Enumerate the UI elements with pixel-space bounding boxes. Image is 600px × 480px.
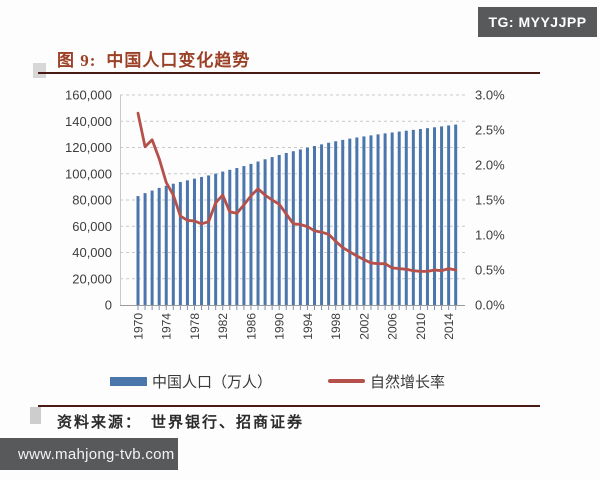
population-bar: [390, 132, 394, 305]
population-bar: [221, 171, 225, 305]
population-bar: [200, 176, 204, 305]
population-bar: [150, 190, 154, 305]
population-bar: [185, 180, 189, 305]
x-axis-tick-label: 1990: [273, 313, 287, 340]
population-bar: [433, 127, 437, 305]
population-bar: [136, 196, 140, 305]
population-bar: [327, 142, 331, 305]
population-bar: [171, 183, 175, 305]
x-axis-tick-label: 2002: [357, 313, 371, 340]
right-axis-tick-label: 0.5%: [475, 263, 505, 278]
left-axis-tick-label: 20,000: [72, 271, 112, 286]
x-axis-tick-label: 1994: [301, 313, 315, 340]
x-axis-tick-label: 2014: [442, 313, 456, 340]
left-axis-tick-label: 80,000: [72, 193, 112, 208]
population-bar: [320, 144, 324, 305]
population-bar: [334, 141, 338, 305]
population-bar: [249, 163, 253, 305]
population-bar: [284, 152, 288, 305]
right-axis-tick-label: 2.5%: [475, 123, 505, 138]
population-bar: [256, 161, 260, 305]
x-axis-tick-label: 1986: [245, 313, 259, 340]
population-bar: [397, 131, 401, 305]
x-axis-year-ticks: [137, 306, 457, 310]
population-bar: [270, 157, 274, 305]
population-bar: [164, 185, 168, 305]
telegram-watermark-text: TG: MYYJJPP: [488, 14, 587, 30]
chart-legend: 中国人口（万人） 自然增长率: [110, 368, 460, 394]
left-axis-tick-label: 140,000: [65, 114, 112, 129]
legend-item-growth-rate: 自然增长率: [328, 371, 445, 392]
source-text: 世界银行、招商证券: [151, 415, 305, 431]
x-axis-tick-label: 1978: [188, 313, 202, 340]
left-axis-tick-label: 40,000: [72, 245, 112, 260]
source-note: 资料来源： 世界银行、招商证券: [57, 411, 304, 432]
population-bar: [263, 159, 267, 305]
left-axis-tick-label: 0: [105, 298, 112, 313]
population-bar: [369, 135, 373, 305]
telegram-watermark-badge: TG: MYYJJPP: [478, 7, 597, 37]
figure-number-label: 图 9:: [57, 51, 97, 70]
figure-title: 图 9: 中国人口变化趋势: [57, 46, 250, 70]
left-axis-tick-label: 60,000: [72, 219, 112, 234]
legend-label-population: 中国人口（万人）: [152, 374, 273, 391]
population-bar: [242, 166, 246, 305]
population-bar: [348, 138, 352, 305]
population-bar: [228, 169, 232, 305]
scan-artifact: [33, 63, 46, 78]
population-bar: [447, 125, 451, 305]
population-bars: [136, 124, 458, 305]
population-bar: [277, 154, 281, 305]
right-axis-tick-label: 1.5%: [475, 193, 505, 208]
left-axis-tick-label: 120,000: [65, 140, 112, 155]
x-axis-tick-label: 2006: [386, 313, 400, 340]
legend-item-population: 中国人口（万人）: [110, 371, 272, 392]
x-axis-tick-label: 1982: [216, 313, 230, 340]
population-bar: [404, 130, 408, 305]
right-axis-tick-label: 0.0%: [475, 298, 505, 313]
population-bar: [440, 126, 444, 305]
population-bar: [411, 129, 415, 305]
population-bar-swatch: [110, 376, 147, 386]
population-bar: [143, 193, 147, 305]
population-bar: [341, 139, 345, 305]
left-axis-tick-label: 100,000: [65, 166, 112, 181]
population-bar: [291, 151, 295, 305]
x-axis-tick-label: 1970: [132, 313, 146, 340]
population-bar: [383, 133, 387, 305]
population-bar: [425, 128, 429, 305]
population-bar: [298, 149, 302, 305]
growth-rate-line-swatch: [328, 379, 366, 383]
x-axis-tick-label: 1998: [329, 313, 343, 340]
site-watermark-text: www.mahjong-tvb.com: [18, 445, 175, 463]
population-bar: [355, 137, 359, 305]
right-axis-tick-label: 2.0%: [475, 158, 505, 173]
legend-label-growth-rate: 自然增长率: [370, 374, 446, 391]
x-axis-tick-label: 1974: [160, 313, 174, 340]
right-axis-tick-label: 1.0%: [475, 228, 505, 243]
growth-rate-line: [136, 111, 458, 273]
population-bar: [214, 173, 218, 305]
population-bar: [313, 146, 316, 305]
scan-artifact: [30, 407, 41, 424]
site-watermark-badge: www.mahjong-tvb.com: [0, 438, 178, 470]
source-label: 资料来源：: [57, 415, 143, 431]
population-bar: [178, 182, 182, 305]
right-axis-tick-label: 3.0%: [475, 88, 505, 103]
population-bar: [376, 134, 380, 305]
population-bar: [157, 187, 161, 305]
title-underline: [38, 72, 540, 74]
population-bar: [362, 136, 366, 305]
population-bar: [192, 178, 196, 305]
population-bar: [454, 124, 458, 305]
population-bar: [207, 175, 211, 305]
left-axis-tick-label: 160,000: [65, 88, 112, 103]
population-bar: [235, 168, 239, 305]
source-divider: [38, 405, 540, 407]
x-axis-tick-label: 2010: [414, 313, 428, 340]
figure-title-text: 中国人口变化趋势: [106, 51, 251, 70]
population-bar: [418, 129, 422, 305]
